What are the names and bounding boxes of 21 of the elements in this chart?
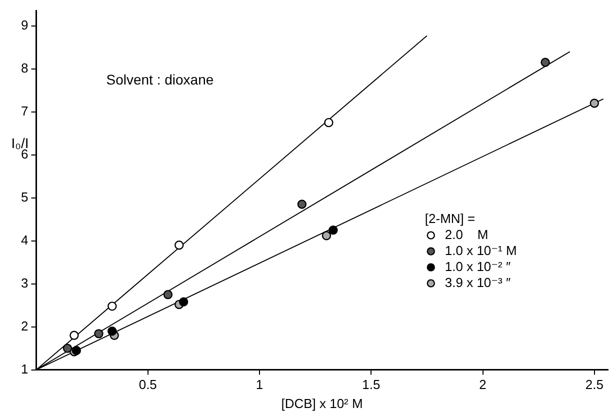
y-axis-title: I₀/I [11, 134, 29, 151]
x-tick-label: 2.5 [585, 377, 604, 392]
y-tick-label: 5 [20, 189, 28, 204]
y-tick-label: 3 [20, 275, 28, 290]
x-tick-label: 2 [479, 377, 486, 392]
x-tick-label: 1 [256, 377, 264, 392]
annotation: Solvent : dioxane [106, 72, 214, 88]
y-tick-label: 7 [20, 103, 28, 118]
y-tick-label: 2 [20, 318, 28, 334]
legend-title: [2-MN] = [424, 210, 476, 226]
legend-label: 3.9 x 10⁻³ ″ [444, 274, 511, 290]
x-tick-label: 1.5 [362, 377, 380, 392]
legend-label: 1.0 x 10⁻¹ M [444, 242, 517, 258]
legend-label: 1.0 x 10⁻² ″ [444, 258, 511, 274]
legend-label: 2.0 M [444, 226, 488, 242]
y-tick-label: 8 [20, 60, 28, 76]
x-axis-title: [DCB] x 10² M [281, 396, 363, 411]
y-tick-label: 4 [20, 232, 28, 248]
x-tick-label: 0.5 [138, 377, 157, 392]
y-tick-label: 9 [20, 17, 28, 32]
y-tick-label: 1 [20, 361, 28, 376]
